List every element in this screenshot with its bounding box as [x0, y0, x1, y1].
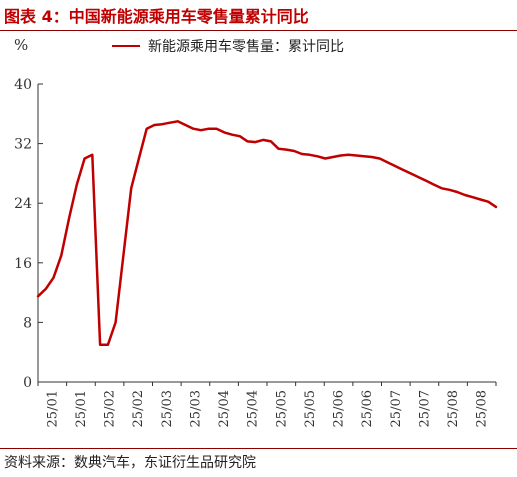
series-line: [36, 120, 498, 347]
x-tick-label: 25/06: [360, 390, 375, 427]
legend-label: 新能源乘用车零售量：累计同比: [148, 39, 344, 55]
bottom-rule: [0, 448, 517, 449]
legend-swatch: [112, 45, 140, 47]
x-tick-label: 25/08: [446, 390, 461, 427]
y-tick-label: 32: [14, 137, 32, 153]
x-tick-label: 25/01: [74, 390, 89, 427]
figure-title: 图表 4：中国新能源乘用车零售量累计同比: [4, 7, 309, 26]
x-tick-label: 25/06: [332, 390, 347, 427]
y-tick-label: 0: [23, 375, 32, 391]
y-tick-label: 40: [14, 77, 32, 93]
line-chart: 0 8 16 24 32 40 25/01 25/01 25/02 25/02 25/03 25/03…: [14, 77, 498, 427]
x-tick-label: 25/08: [475, 390, 490, 427]
x-tick-label: 25/03: [188, 390, 203, 427]
x-tick-label: 25/01: [45, 390, 60, 427]
y-tick-label: 16: [14, 256, 32, 272]
y-tick-label: 24: [14, 196, 32, 212]
legend: 新能源乘用车零售量：累计同比: [112, 36, 344, 56]
x-tick-label: 25/07: [389, 390, 404, 427]
x-tick-label: 25/02: [131, 390, 146, 427]
source-note: 资料来源：数典汽车，东证衍生品研究院: [4, 455, 256, 471]
x-tick-label: 25/05: [303, 390, 318, 427]
x-tick-label: 25/07: [417, 390, 432, 427]
x-tick-label: 25/04: [246, 390, 261, 427]
x-tick-label: 25/05: [274, 390, 289, 427]
x-tick-label: 25/02: [103, 390, 118, 427]
y-tick-label: 8: [23, 315, 32, 331]
y-unit-label: %: [14, 36, 29, 54]
title-rule: [0, 30, 517, 31]
x-tick-label: 25/04: [217, 390, 232, 427]
x-tick-label: 25/03: [160, 390, 175, 427]
